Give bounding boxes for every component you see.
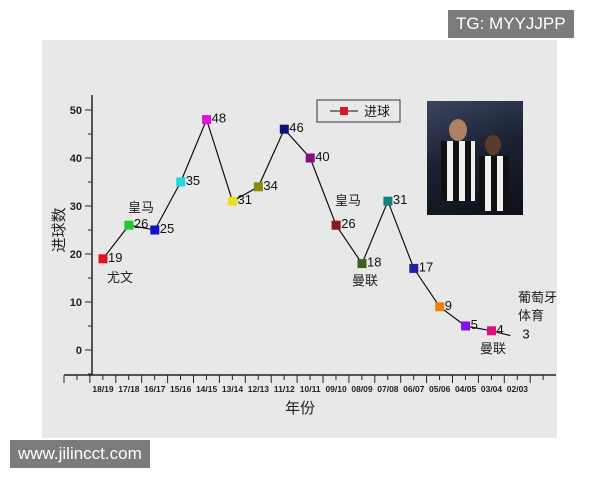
data-point xyxy=(279,124,289,134)
data-label: 19 xyxy=(108,250,122,265)
x-tick-label: 16/17 xyxy=(144,384,166,394)
data-label: 48 xyxy=(212,111,226,126)
x-tick-label: 15/16 xyxy=(170,384,192,394)
x-axis-label: 年份 xyxy=(285,400,315,417)
player-head xyxy=(485,135,501,155)
annotation: 曼联 xyxy=(480,341,506,356)
data-label: 4 xyxy=(497,322,504,337)
data-label: 35 xyxy=(186,173,200,188)
annotation: 曼联 xyxy=(352,273,378,288)
player-figure xyxy=(479,156,509,211)
player-head xyxy=(449,119,467,141)
watermark-bottom: www.jilincct.com xyxy=(10,440,150,468)
x-tick-label: 13/14 xyxy=(222,384,244,394)
data-point xyxy=(305,153,315,163)
x-tick-label: 10/11 xyxy=(300,384,321,394)
data-point xyxy=(176,177,186,187)
x-tick-label: 08/09 xyxy=(351,384,373,394)
y-tick-label: 0 xyxy=(76,345,82,357)
y-tick-label: 40 xyxy=(70,153,82,165)
watermark-top: TG: MYYJJPP xyxy=(448,10,574,38)
x-tick-label: 12/13 xyxy=(248,384,270,394)
x-tick-label: 18/19 xyxy=(92,384,114,394)
x-tick-label: 14/15 xyxy=(196,384,218,394)
data-label: 31 xyxy=(238,192,252,207)
data-point xyxy=(253,182,263,192)
data-label: 17 xyxy=(419,259,433,274)
y-tick-label: 10 xyxy=(70,297,82,309)
legend-label: 进球 xyxy=(364,104,390,119)
data-label: 18 xyxy=(367,255,381,270)
data-label: 34 xyxy=(263,178,277,193)
annotation: 葡萄牙 xyxy=(518,290,557,305)
data-label: 40 xyxy=(315,149,329,164)
x-tick-label: 05/06 xyxy=(429,384,451,394)
annotation: 皇马 xyxy=(335,193,361,208)
x-tick-label: 11/12 xyxy=(274,384,295,394)
y-tick-label: 30 xyxy=(70,201,82,213)
data-point xyxy=(409,263,419,273)
data-label: 31 xyxy=(393,192,407,207)
annotation: 体育 xyxy=(518,308,544,323)
x-tick-label: 17/18 xyxy=(118,384,140,394)
data-point xyxy=(357,259,367,269)
legend-marker xyxy=(340,107,348,115)
data-label: 46 xyxy=(289,120,303,135)
data-label: 3 xyxy=(522,327,529,342)
data-label: 9 xyxy=(445,298,452,313)
data-point xyxy=(150,225,160,235)
data-label: 5 xyxy=(471,317,478,332)
data-point xyxy=(461,321,471,331)
y-axis-label: 进球数 xyxy=(51,207,68,252)
x-tick-label: 04/05 xyxy=(455,384,477,394)
data-point xyxy=(487,326,496,336)
data-label: 25 xyxy=(160,221,174,236)
x-tick-label: 07/08 xyxy=(377,384,399,394)
player-figure xyxy=(441,141,475,201)
x-tick-label: 06/07 xyxy=(403,384,425,394)
data-point xyxy=(228,196,237,206)
data-label: 26 xyxy=(134,216,148,231)
data-point xyxy=(383,196,393,206)
annotation: 尤文 xyxy=(107,270,133,285)
x-tick-label: 02/03 xyxy=(507,384,529,394)
data-point xyxy=(331,220,341,230)
data-label: 26 xyxy=(341,216,355,231)
legend-box xyxy=(316,99,401,123)
data-point xyxy=(98,254,108,264)
player-photo xyxy=(427,101,523,215)
data-point xyxy=(124,220,134,230)
x-tick-label: 09/10 xyxy=(325,384,347,394)
annotation: 皇马 xyxy=(128,200,154,215)
data-point xyxy=(435,302,445,312)
data-point xyxy=(202,115,212,125)
y-tick-label: 50 xyxy=(70,105,82,117)
x-tick-label: 03/04 xyxy=(481,384,503,394)
y-tick-label: 20 xyxy=(70,249,82,261)
